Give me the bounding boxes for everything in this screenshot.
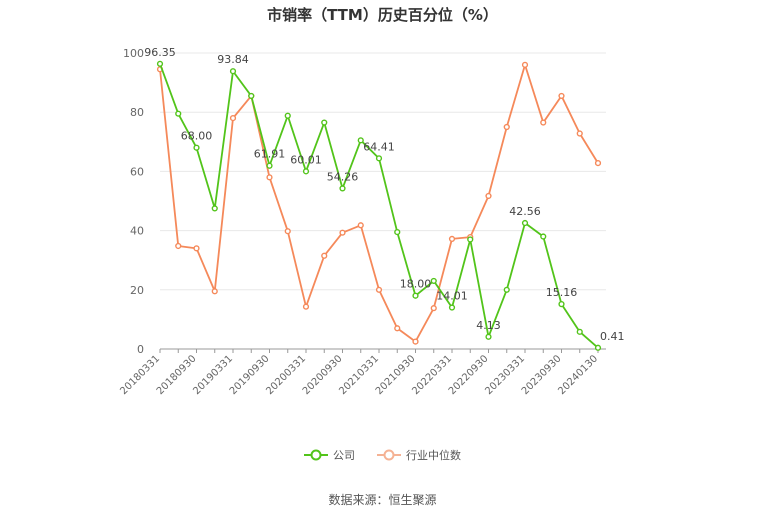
data-point	[485, 333, 492, 340]
data-point	[521, 61, 529, 68]
data-point	[448, 304, 456, 311]
data-point	[448, 235, 456, 242]
data-point	[302, 168, 310, 175]
data-point	[594, 344, 602, 351]
data-point	[266, 162, 273, 169]
data-point	[321, 119, 328, 126]
legend: 公司 行业中位数	[0, 447, 765, 463]
data-point	[485, 192, 492, 200]
y-tick-label: 80	[130, 106, 144, 119]
data-point	[175, 242, 182, 250]
data-label: 68.00	[181, 130, 213, 143]
data-point	[193, 144, 200, 151]
legend-marker-industry-icon	[377, 449, 401, 461]
data-point	[594, 160, 602, 167]
data-point	[266, 174, 273, 181]
data-label-layer: 96.35 68.00 93.84 61.91 60.01 54.26 64.41 18.00…	[144, 46, 624, 343]
data-label: 42.56	[509, 205, 541, 218]
data-point	[558, 301, 565, 308]
data-point	[357, 137, 364, 144]
data-point	[193, 245, 200, 252]
data-point	[412, 292, 419, 299]
data-point	[576, 328, 583, 335]
series-layer	[156, 60, 602, 351]
legend-label-industry: 行业中位数	[406, 449, 461, 462]
data-label: 14.01	[436, 290, 468, 303]
data-point	[576, 130, 583, 137]
data-label: 4.13	[476, 319, 501, 332]
data-point	[375, 286, 383, 293]
data-label: 60.01	[290, 153, 322, 166]
data-point	[430, 305, 437, 312]
data-source: 数据来源：恒生聚源	[328, 493, 437, 507]
series-line-industry	[159, 63, 599, 343]
data-point	[211, 205, 218, 212]
legend-item-company[interactable]: 公司	[304, 447, 355, 463]
data-point	[284, 112, 291, 119]
x-tick-label: 20240130	[556, 353, 600, 397]
data-point	[339, 229, 346, 236]
chart-title: 市销率（TTM）历史百分位（%）	[267, 6, 498, 24]
data-label: 15.16	[546, 286, 578, 299]
legend-marker-company-icon	[304, 449, 328, 461]
line-chart: 0204060801002018033120180930201903312019…	[118, 46, 624, 397]
y-tick-label: 20	[130, 284, 144, 297]
data-point	[284, 228, 291, 235]
data-point	[540, 119, 547, 126]
data-label: 61.91	[254, 148, 286, 161]
data-point	[503, 123, 510, 131]
data-label: 96.35	[144, 46, 176, 59]
y-tick-label: 0	[137, 343, 144, 356]
data-point	[394, 325, 401, 332]
data-point	[339, 185, 346, 192]
data-point	[229, 115, 237, 122]
data-point	[503, 286, 510, 293]
y-tick-label: 60	[130, 165, 144, 178]
data-point	[156, 60, 164, 67]
data-point	[375, 155, 383, 162]
data-point	[229, 68, 237, 75]
data-point	[357, 222, 364, 229]
data-label: 18.00	[400, 278, 432, 291]
axis-layer: 0204060801002018033120180930201903312019…	[118, 47, 606, 397]
data-label: 0.41	[600, 330, 625, 343]
data-point	[558, 92, 565, 100]
data-label: 93.84	[217, 53, 249, 66]
data-point	[211, 288, 218, 295]
data-point	[321, 252, 328, 259]
data-point	[412, 338, 419, 345]
y-tick-label: 40	[130, 225, 144, 238]
legend-label-company: 公司	[333, 449, 355, 462]
data-label: 64.41	[363, 140, 395, 153]
data-label: 54.26	[327, 170, 359, 183]
data-point	[430, 277, 437, 285]
data-point	[467, 236, 474, 243]
data-point	[175, 110, 182, 117]
data-point	[248, 92, 255, 100]
data-point	[521, 219, 529, 227]
data-point	[540, 233, 547, 240]
data-point	[302, 303, 310, 310]
data-point	[394, 228, 401, 236]
y-tick-label: 100	[123, 47, 144, 60]
legend-item-industry[interactable]: 行业中位数	[377, 447, 461, 463]
